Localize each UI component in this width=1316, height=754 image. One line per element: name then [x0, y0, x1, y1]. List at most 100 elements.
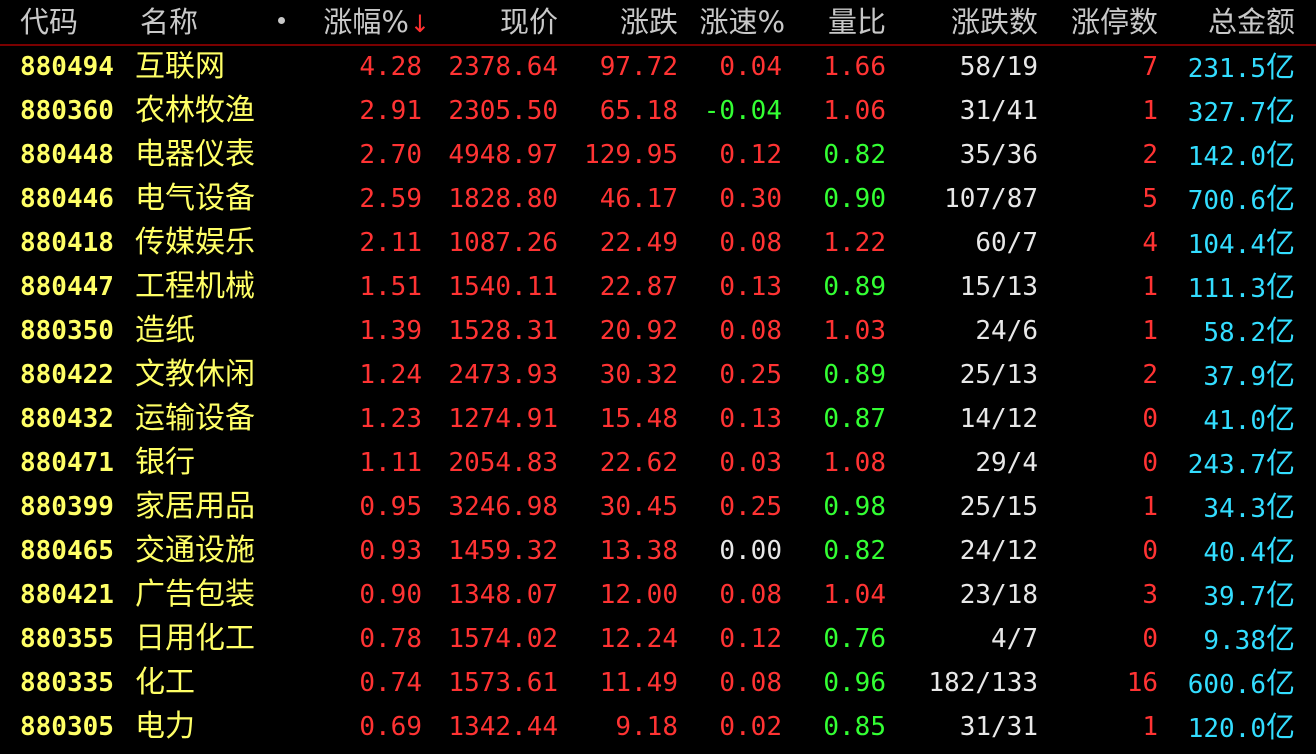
row-total-amount-unit: 亿 — [1265, 446, 1295, 480]
row-total-amount-value: 243.7 — [1187, 450, 1266, 480]
row-code: 880471 — [20, 448, 114, 478]
row-change: 65.18 — [599, 96, 678, 126]
row-volume-ratio: 0.87 — [823, 404, 886, 434]
row-total-amount-value: 111.3 — [1187, 274, 1266, 304]
table-row[interactable]: 880421 广告包装 0.90 1348.07 12.00 0.08 1.04 23/18 3… — [0, 573, 1316, 617]
row-total-amount: 40.4亿 — [1160, 529, 1295, 573]
row-code: 880465 — [20, 536, 114, 566]
row-price: 1574.02 — [448, 624, 558, 654]
table-row[interactable]: 880448 电器仪表 2.70 4948.97 129.95 0.12 0.82 35/36… — [0, 133, 1316, 177]
row-total-amount-unit: 亿 — [1265, 710, 1295, 744]
row-volume-ratio: 1.66 — [823, 52, 886, 82]
row-speed: 0.08 — [719, 316, 782, 346]
row-total-amount-value: 231.5 — [1187, 54, 1266, 84]
row-limit-up-count: 2 — [1142, 140, 1158, 170]
row-change: 22.87 — [599, 272, 678, 302]
row-volume-ratio: 0.90 — [823, 184, 886, 214]
row-volume-ratio: 0.89 — [823, 360, 886, 390]
table-row[interactable]: 880494 互联网 4.28 2378.64 97.72 0.04 1.66 58/19 7 2… — [0, 45, 1316, 89]
row-up-down-count: 29/4 — [975, 448, 1038, 478]
row-pct-change: 1.11 — [359, 448, 422, 478]
row-pct-change: 0.90 — [359, 580, 422, 610]
row-total-amount: 327.7亿 — [1160, 89, 1295, 133]
row-change: 12.24 — [599, 624, 678, 654]
row-volume-ratio: 1.22 — [823, 228, 886, 258]
header-up-down-count[interactable]: 涨跌数 — [950, 5, 1038, 39]
row-total-amount-unit: 亿 — [1265, 138, 1295, 172]
row-limit-up-count: 3 — [1142, 580, 1158, 610]
row-price: 1573.61 — [448, 668, 558, 698]
table-row[interactable]: 880447 工程机械 1.51 1540.11 22.87 0.13 0.89 15/13 1… — [0, 265, 1316, 309]
row-speed: 0.30 — [719, 184, 782, 214]
row-change: 129.95 — [584, 140, 678, 170]
row-up-down-count: 23/18 — [959, 580, 1038, 610]
row-pct-change: 2.11 — [359, 228, 422, 258]
table-row[interactable]: 880399 家居用品 0.95 3246.98 30.45 0.25 0.98 25/15 1… — [0, 485, 1316, 529]
table-row[interactable]: 880471 银行 1.11 2054.83 22.62 0.03 1.08 29/4 0 243… — [0, 441, 1316, 485]
table-row[interactable]: 880432 运输设备 1.23 1274.91 15.48 0.13 0.87 14/12 0… — [0, 397, 1316, 441]
row-volume-ratio: 0.76 — [823, 624, 886, 654]
row-change: 20.92 — [599, 316, 678, 346]
row-name: 电力 — [135, 709, 195, 744]
row-name: 运输设备 — [135, 401, 255, 436]
row-up-down-count: 107/87 — [944, 184, 1038, 214]
header-limit-up-count[interactable]: 涨停数 — [1070, 5, 1158, 39]
row-change: 15.48 — [599, 404, 678, 434]
row-price: 1342.44 — [448, 712, 558, 742]
row-limit-up-count: 1 — [1142, 712, 1158, 742]
row-pct-change: 1.51 — [359, 272, 422, 302]
row-total-amount-value: 600.6 — [1187, 670, 1266, 700]
header-volume-ratio[interactable]: 量比 — [827, 5, 886, 39]
row-pct-change: 0.69 — [359, 712, 422, 742]
row-code: 880448 — [20, 140, 114, 170]
sort-desc-arrow-icon: ↓ — [409, 10, 430, 38]
table-row[interactable]: 880355 日用化工 0.78 1574.02 12.24 0.12 0.76 4/7 0 9.… — [0, 617, 1316, 661]
header-pct-change[interactable]: 涨幅%↓ — [300, 0, 430, 44]
column-dot-icon — [278, 17, 285, 24]
row-price: 1528.31 — [448, 316, 558, 346]
row-up-down-count: 58/19 — [959, 52, 1038, 82]
table-row[interactable]: 880465 交通设施 0.93 1459.32 13.38 0.00 0.82 24/12 0… — [0, 529, 1316, 573]
row-speed: 0.13 — [719, 404, 782, 434]
row-name: 电器仪表 — [135, 137, 255, 172]
table-row[interactable]: 880360 农林牧渔 2.91 2305.50 65.18 -0.04 1.06 31/41… — [0, 89, 1316, 133]
row-speed: 0.04 — [719, 52, 782, 82]
table-row[interactable]: 880422 文教休闲 1.24 2473.93 30.32 0.25 0.89 25/13 2… — [0, 353, 1316, 397]
row-volume-ratio: 0.85 — [823, 712, 886, 742]
table-row[interactable]: 880350 造纸 1.39 1528.31 20.92 0.08 1.03 24/6 1 58.… — [0, 309, 1316, 353]
row-total-amount: 120.0亿 — [1160, 705, 1295, 749]
row-volume-ratio: 0.82 — [823, 536, 886, 566]
row-change: 13.38 — [599, 536, 678, 566]
table-row[interactable]: 880418 传媒娱乐 2.11 1087.26 22.49 0.08 1.22 60/7 4 1… — [0, 221, 1316, 265]
row-total-amount: 58.2亿 — [1160, 309, 1295, 353]
row-speed: -0.04 — [703, 96, 782, 126]
header-speed[interactable]: 涨速% — [699, 5, 785, 39]
table-row[interactable]: 880305 电力 0.69 1342.44 9.18 0.02 0.85 31/31 1 120… — [0, 705, 1316, 749]
row-total-amount: 104.4亿 — [1160, 221, 1295, 265]
row-speed: 0.12 — [719, 140, 782, 170]
row-total-amount: 9.38亿 — [1160, 617, 1295, 661]
header-total-amount[interactable]: 总金额 — [1207, 5, 1295, 39]
row-code: 880421 — [20, 580, 114, 610]
row-code: 880418 — [20, 228, 114, 258]
row-limit-up-count: 1 — [1142, 272, 1158, 302]
header-name[interactable]: 名称 — [140, 5, 199, 39]
row-name: 互联网 — [135, 49, 225, 84]
row-code: 880350 — [20, 316, 114, 346]
header-code[interactable]: 代码 — [20, 5, 79, 39]
row-pct-change: 0.78 — [359, 624, 422, 654]
row-name: 文教休闲 — [135, 357, 255, 392]
table-row[interactable]: 880446 电气设备 2.59 1828.80 46.17 0.30 0.90 107/87… — [0, 177, 1316, 221]
row-limit-up-count: 5 — [1142, 184, 1158, 214]
row-price: 1087.26 — [448, 228, 558, 258]
table-row[interactable]: 880335 化工 0.74 1573.61 11.49 0.08 0.96 182/133 1… — [0, 661, 1316, 705]
row-pct-change: 1.23 — [359, 404, 422, 434]
row-name: 银行 — [135, 445, 195, 480]
row-total-amount-unit: 亿 — [1265, 314, 1295, 348]
row-pct-change: 0.93 — [359, 536, 422, 566]
row-total-amount: 243.7亿 — [1160, 441, 1295, 485]
header-change[interactable]: 涨跌 — [619, 5, 678, 39]
header-price[interactable]: 现价 — [499, 5, 558, 39]
row-total-amount-value: 34.3 — [1203, 494, 1266, 524]
row-limit-up-count: 0 — [1142, 448, 1158, 478]
